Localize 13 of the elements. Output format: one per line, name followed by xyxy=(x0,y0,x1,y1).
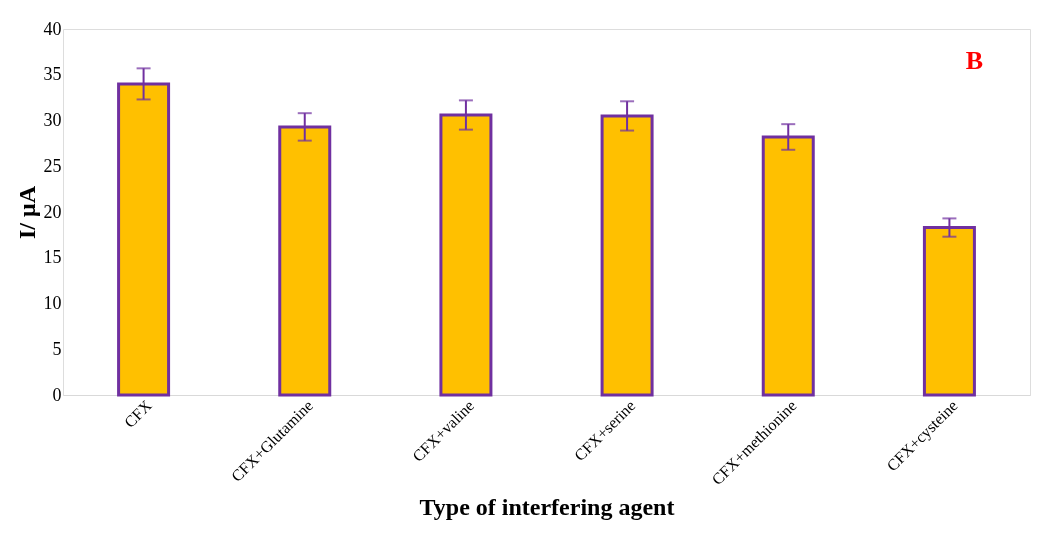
y-tick-label: 10 xyxy=(43,293,62,313)
annotation: B xyxy=(965,46,983,75)
y-tick-label: 15 xyxy=(43,247,62,268)
y-tick-label: 25 xyxy=(43,155,62,176)
x-axis-title: Type of interfering agent xyxy=(419,494,675,521)
y-tick-label: 0 xyxy=(52,384,62,405)
y-tick-label: 20 xyxy=(43,201,62,222)
y-tick-label: 35 xyxy=(43,64,62,85)
y-tick-label: 5 xyxy=(52,338,62,359)
y-tick-label: 30 xyxy=(43,110,62,130)
y-axis-title: I/ μA xyxy=(13,185,40,239)
y-tick-label: 40 xyxy=(43,18,62,39)
x-tick-label: CFX xyxy=(120,396,156,431)
